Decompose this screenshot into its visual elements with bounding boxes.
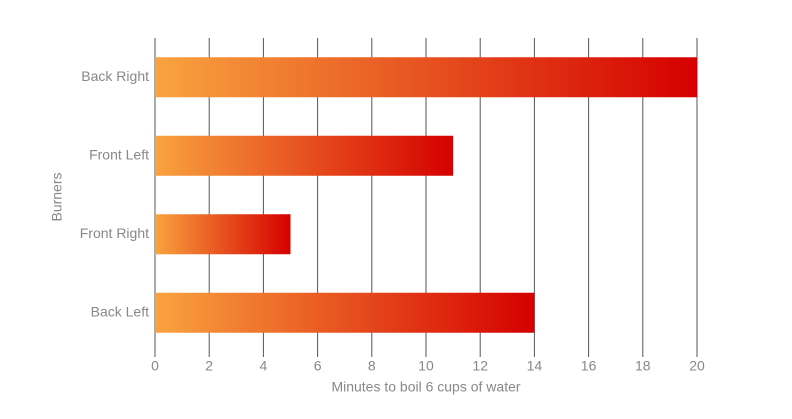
x-tick-label: 16 xyxy=(581,358,597,374)
y-tick-label: Back Left xyxy=(91,303,149,319)
x-tick-label: 0 xyxy=(151,358,159,374)
bar xyxy=(155,135,454,176)
x-tick-label: 2 xyxy=(205,358,213,374)
bar xyxy=(155,292,535,333)
x-tick-label: 6 xyxy=(314,358,322,374)
x-tick-label: 4 xyxy=(260,358,268,374)
y-axis-title: Burners xyxy=(49,172,65,221)
x-axis-title: Minutes to boil 6 cups of water xyxy=(331,379,520,395)
x-tick-label: 18 xyxy=(635,358,651,374)
bar xyxy=(155,214,291,255)
y-tick-label: Front Left xyxy=(89,146,149,162)
y-tick-label: Back Right xyxy=(81,68,149,84)
x-tick-label: 14 xyxy=(527,358,543,374)
x-tick-label: 10 xyxy=(418,358,434,374)
x-tick-label: 12 xyxy=(472,358,488,374)
x-tick-label: 8 xyxy=(368,358,376,374)
bar xyxy=(155,57,697,98)
x-tick-label: 20 xyxy=(689,358,705,374)
y-tick-label: Front Right xyxy=(80,225,149,241)
